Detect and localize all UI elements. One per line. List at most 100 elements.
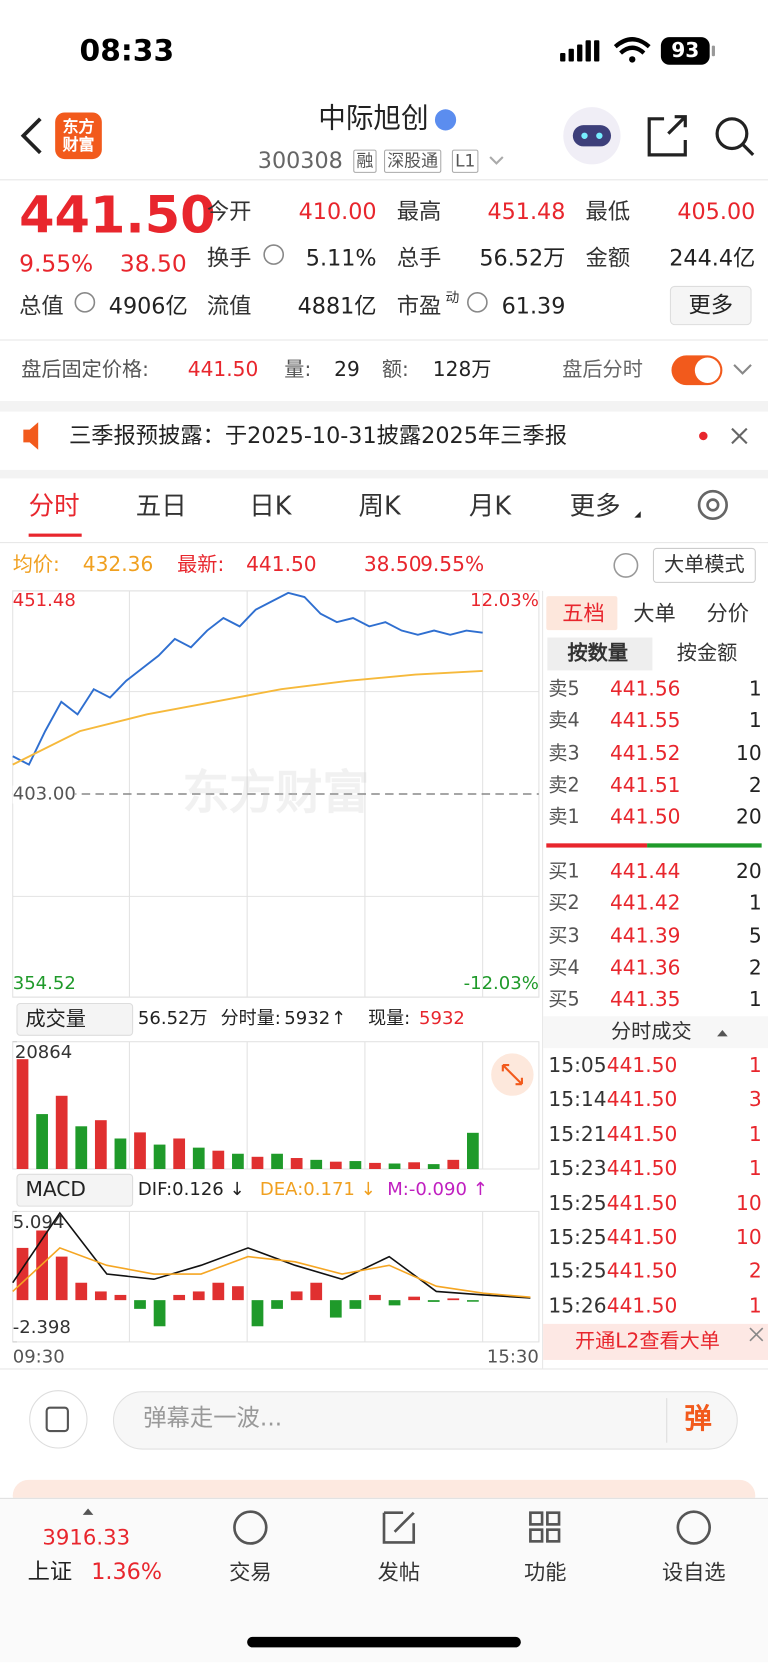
line — [12, 591, 483, 766]
label: 分时量: — [220, 1008, 281, 1030]
tab[interactable]: 五日 — [135, 491, 187, 521]
volume-bar — [466, 1132, 479, 1170]
field-label: 今开 — [206, 198, 252, 225]
value: 441.50 — [187, 358, 259, 382]
comment-input[interactable]: 弹幕走一波... — [143, 1405, 283, 1433]
trade-price: 441.50 — [606, 1191, 678, 1215]
tab[interactable]: 分价 — [706, 600, 749, 626]
field-value: 5.11% — [305, 245, 377, 272]
ask-qty: 2 — [748, 773, 762, 798]
mode-button[interactable]: 大单模式 — [664, 553, 745, 577]
tab[interactable]: 五档 — [562, 600, 605, 626]
ask-qty: 10 — [735, 741, 762, 765]
bid-label: 买1 — [548, 860, 580, 883]
ask-label: 卖5 — [548, 677, 580, 701]
label: DIF:0.126 ↓ — [137, 1179, 245, 1201]
macd-bar — [94, 1291, 107, 1301]
trade-price: 441.50 — [606, 1157, 678, 1181]
stock-code: 300308 — [257, 147, 343, 174]
ask-price: 441.50 — [609, 805, 681, 830]
ask-price: 441.51 — [609, 773, 681, 798]
stock-name: 中际旭创 — [318, 102, 429, 135]
ask-qty: 1 — [748, 709, 762, 733]
label: 最新: — [177, 553, 225, 577]
label: 均价: — [12, 553, 60, 577]
volume-bar — [36, 1114, 48, 1170]
comment-button[interactable]: 弹 — [684, 1403, 712, 1436]
nav-item[interactable]: 功能 — [524, 1559, 567, 1585]
toggle-label[interactable]: 盘后分时 — [562, 358, 643, 382]
dropdown[interactable]: MACD — [25, 1178, 86, 1202]
trade-qty: 10 — [735, 1191, 762, 1215]
y2-tick-label: -12.03% — [463, 973, 539, 995]
field-label: 最低 — [585, 198, 631, 225]
ask-label: 卖4 — [548, 709, 580, 733]
field-value: 4906亿 — [108, 293, 188, 319]
macd-bar — [134, 1300, 146, 1309]
bid-qty: 1 — [748, 988, 762, 1012]
field-label: 市盈 — [396, 293, 442, 319]
trade-price: 441.50 — [606, 1053, 678, 1078]
subtab[interactable]: 按数量 — [567, 641, 629, 665]
tab[interactable]: 分时 — [28, 491, 80, 521]
volume-bar — [94, 1120, 107, 1170]
value: 432.36 — [82, 553, 154, 577]
subtab[interactable]: 按金额 — [676, 641, 738, 665]
value: 9.55% — [420, 553, 485, 577]
nav-item[interactable]: 设自选 — [661, 1559, 726, 1585]
bid-qty: 2 — [748, 956, 762, 980]
volume-bar — [427, 1164, 440, 1170]
trade-price: 441.50 — [606, 1088, 678, 1112]
more-button[interactable]: 更多 — [688, 292, 734, 318]
change: 38.50 — [119, 251, 187, 278]
trade-qty: 3 — [748, 1088, 762, 1112]
tab[interactable]: 周K — [358, 491, 401, 521]
tab[interactable]: 更多 — [569, 491, 621, 521]
tab[interactable]: 月K — [468, 491, 512, 521]
value: 441.50 — [246, 553, 317, 577]
volume-bar — [75, 1126, 88, 1170]
trade-time: 15:05 — [548, 1053, 607, 1078]
label: 56.52万 — [137, 1008, 208, 1030]
bid-label: 买5 — [548, 988, 580, 1012]
bid-label: 买4 — [548, 956, 580, 980]
volume-bar — [408, 1162, 421, 1170]
trade-time: 15:21 — [548, 1122, 607, 1146]
field-value: 61.39 — [501, 293, 566, 319]
macd-bar — [427, 1300, 440, 1302]
tag: 深股通 — [384, 149, 442, 173]
trade-time: 15:25 — [548, 1191, 607, 1215]
value: 38.50 — [363, 553, 422, 577]
volume-bar — [349, 1161, 362, 1170]
dropdown[interactable]: 成交量 — [25, 1007, 86, 1031]
trade-time: 15:25 — [548, 1225, 607, 1250]
price: 441.50 — [19, 185, 216, 246]
x-tick-label: 15:30 — [486, 1346, 539, 1368]
macd-bar — [408, 1296, 421, 1301]
line — [12, 670, 483, 766]
ask-label: 卖2 — [548, 774, 580, 797]
trade-qty: 2 — [748, 1260, 762, 1284]
macd-bar — [232, 1286, 244, 1301]
ask-price: 441.52 — [609, 741, 681, 765]
trade-qty: 1 — [748, 1053, 762, 1078]
nav-item[interactable]: 交易 — [229, 1559, 272, 1585]
y-tick-label: -2.398 — [12, 1316, 71, 1339]
tab[interactable]: 大单 — [633, 600, 676, 626]
trade-qty: 10 — [735, 1225, 762, 1250]
time: 08:33 — [79, 32, 175, 68]
ask-label: 卖1 — [548, 806, 580, 829]
upgrade-link[interactable]: 开通L2查看大单 — [574, 1329, 720, 1354]
index-value: 3916.33 — [42, 1524, 131, 1550]
nav-item[interactable]: 发帖 — [377, 1559, 421, 1585]
pe-sup: 动 — [445, 290, 460, 307]
volume-bar — [232, 1153, 244, 1170]
ask-qty: 1 — [748, 677, 762, 701]
ask-price: 441.55 — [609, 709, 681, 733]
tab[interactable]: 日K — [249, 491, 292, 521]
label: DEA:0.171 ↓ — [259, 1179, 376, 1201]
label: 量: — [284, 358, 312, 382]
volume-bar — [251, 1156, 264, 1170]
